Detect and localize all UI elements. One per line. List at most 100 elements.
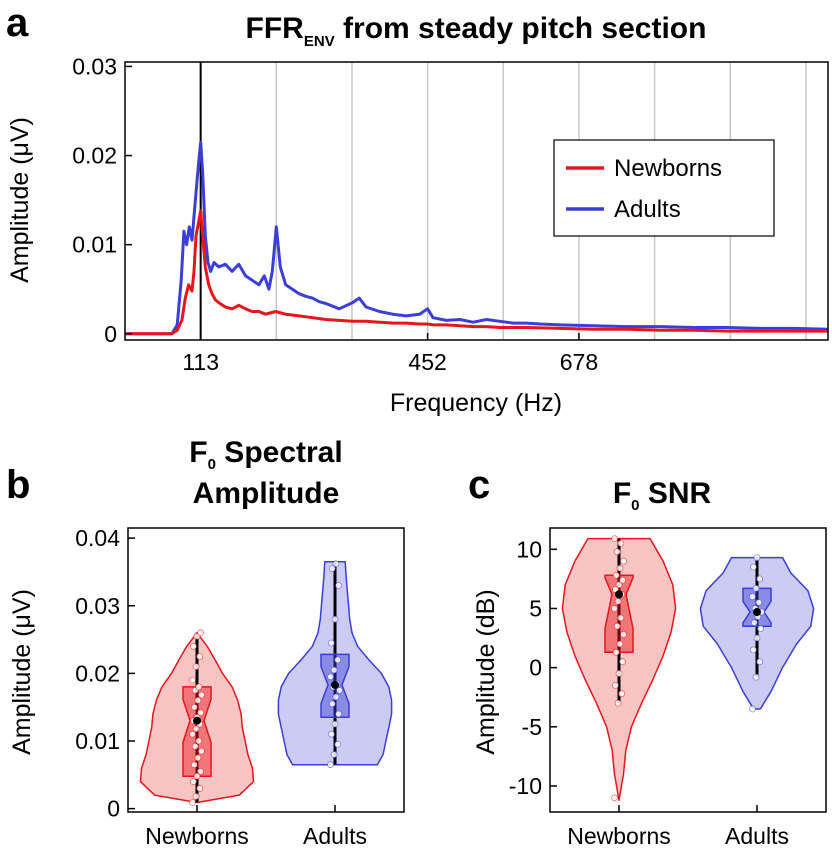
- panel-letter-a: a: [6, 1, 29, 45]
- median-marker-adults: [331, 680, 339, 689]
- data-point: [189, 799, 196, 806]
- data-point: [619, 658, 626, 666]
- panel-a-title: FFRENV from steady pitch section: [246, 12, 707, 50]
- data-point: [618, 690, 626, 698]
- legend-label-newborns: Newborns: [614, 155, 722, 182]
- series-line-adults: [125, 140, 829, 336]
- data-point: [198, 747, 205, 755]
- data-point: [334, 741, 342, 748]
- x-tick-label: 113: [182, 349, 219, 375]
- panel-a-x-ticks: 113 452 678: [182, 333, 598, 375]
- data-point: [197, 709, 205, 716]
- legend-label-adults: Adults: [614, 196, 681, 223]
- data-point: [336, 686, 343, 694]
- data-point: [197, 768, 205, 775]
- panel-letter-b: b: [6, 463, 30, 507]
- data-point: [327, 673, 334, 681]
- data-point: [612, 648, 620, 656]
- data-point: [616, 640, 624, 648]
- category-label-adults: Adults: [303, 823, 367, 849]
- y-tick-label: 0.01: [75, 728, 120, 754]
- y-tick-label: 0.04: [75, 525, 120, 551]
- data-point: [749, 705, 756, 713]
- y-tick-label: 0: [104, 321, 117, 347]
- y-tick-label: -5: [522, 714, 542, 740]
- data-point: [619, 576, 626, 584]
- data-point: [332, 693, 340, 701]
- data-point: [192, 793, 200, 800]
- panel-c-y-label: Amplitude (dB): [472, 589, 500, 754]
- data-point: [616, 564, 624, 572]
- data-point: [196, 653, 204, 660]
- panel-c-title: F0 SNR: [613, 477, 712, 514]
- data-point: [327, 761, 334, 769]
- legend-box: [553, 139, 775, 237]
- y-tick-label: 0.01: [72, 232, 117, 258]
- category-label-newborns: Newborns: [567, 823, 671, 849]
- y-tick-label: 0.03: [75, 593, 120, 619]
- data-point: [331, 615, 339, 623]
- data-point: [752, 585, 760, 592]
- data-point: [753, 634, 761, 642]
- data-point: [614, 598, 622, 605]
- data-point: [617, 614, 625, 622]
- data-point: [612, 571, 620, 579]
- data-point: [611, 605, 618, 612]
- data-point: [614, 699, 622, 707]
- series-line-newborns: [125, 209, 828, 336]
- category-label-newborns: Newborns: [145, 823, 249, 849]
- data-point: [190, 703, 198, 711]
- panel-letter-c: c: [468, 463, 490, 507]
- data-point: [189, 642, 197, 650]
- data-point: [327, 730, 335, 738]
- panel-c-frame: [549, 527, 827, 813]
- data-point: [189, 778, 197, 785]
- data-point: [192, 725, 200, 733]
- data-point: [198, 691, 205, 699]
- data-point: [334, 656, 342, 664]
- data-point: [757, 625, 764, 632]
- data-point: [195, 737, 203, 745]
- data-point: [194, 697, 202, 704]
- panel-a-frame: [124, 61, 829, 341]
- data-point: [750, 646, 757, 654]
- panel-b-plot: 0 0.01 0.02 0.03 0.04 Newborns Adults: [75, 525, 405, 849]
- panel-c-plot: -10 -5 0 5 10 Newborns Adults: [509, 527, 827, 849]
- median-marker-newborns: [615, 590, 623, 599]
- x-tick-label: 452: [408, 349, 446, 375]
- panel-a-y-label: Amplitude (μV): [6, 117, 34, 283]
- data-point: [753, 554, 761, 561]
- legend: Newborns Adults: [553, 139, 775, 237]
- data-point: [611, 794, 618, 802]
- spectrum-lines: [125, 140, 829, 336]
- data-point: [613, 622, 621, 630]
- data-point: [750, 619, 758, 627]
- y-tick-label: 0.02: [72, 143, 117, 169]
- data-point: [615, 670, 623, 677]
- data-point: [328, 565, 336, 572]
- median-marker-adults: [753, 608, 761, 617]
- data-point: [756, 575, 764, 583]
- data-point: [756, 658, 764, 666]
- data-point: [191, 743, 199, 750]
- y-tick-label: 0: [529, 655, 542, 681]
- data-point: [197, 629, 205, 637]
- data-point: [755, 599, 763, 606]
- x-tick-label: 678: [560, 349, 598, 375]
- data-point: [331, 720, 339, 728]
- data-point: [617, 540, 625, 547]
- data-point: [611, 535, 618, 542]
- data-point: [328, 700, 336, 708]
- data-point: [335, 710, 343, 718]
- data-point: [613, 548, 621, 556]
- y-tick-label: 0: [107, 796, 120, 822]
- data-point: [194, 754, 202, 762]
- data-point: [193, 772, 201, 780]
- data-point: [620, 557, 627, 565]
- data-point: [335, 582, 343, 589]
- data-point: [195, 683, 203, 691]
- data-point: [615, 581, 623, 589]
- panel-b-y-label: Amplitude (μV): [8, 589, 36, 755]
- data-point: [330, 751, 338, 758]
